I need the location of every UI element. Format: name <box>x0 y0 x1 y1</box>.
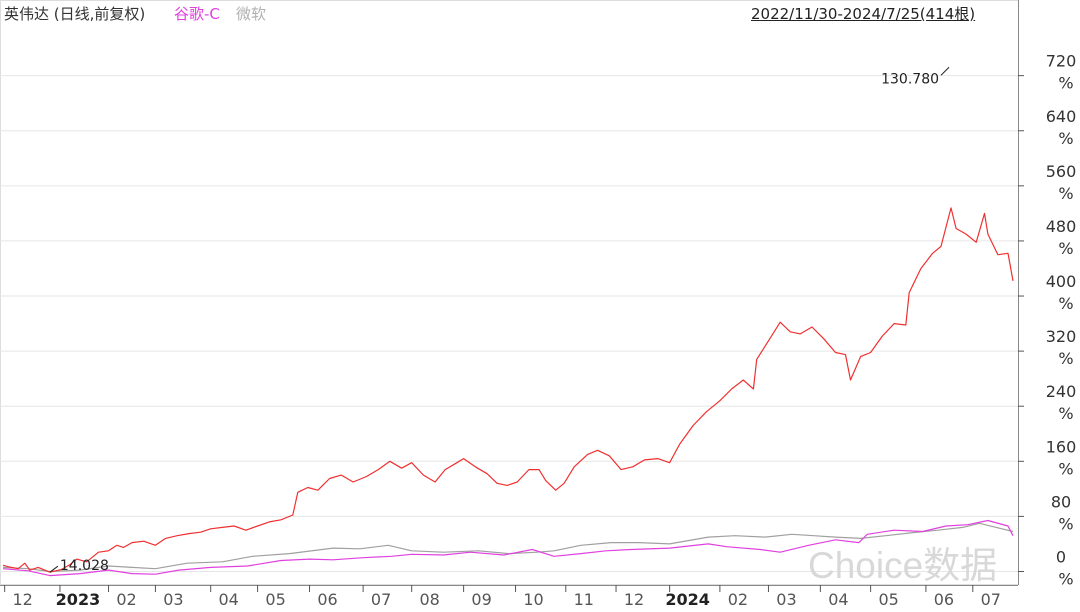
y-tick-label: 160 <box>1046 437 1077 456</box>
y-tick-label: 240 <box>1046 382 1077 401</box>
y-tick-label: 320 <box>1046 327 1077 346</box>
high-annotation-arrow <box>940 66 950 76</box>
x-tick-label: 09 <box>471 590 491 609</box>
high-annotation-label: 130.780 <box>881 71 939 87</box>
y-tick-label: 80 <box>1051 492 1071 511</box>
x-tick-label: 10 <box>523 590 543 609</box>
series-line-msft <box>2 522 1014 573</box>
x-tick-label: 03 <box>776 590 796 609</box>
x-tick-label: 05 <box>878 590 898 609</box>
legend-googl[interactable]: 谷歌-C <box>174 5 220 23</box>
chart-title: 英伟达 (日线,前复权) <box>4 5 146 23</box>
x-tick-label: 04 <box>828 590 848 609</box>
y-tick-unit: % <box>1058 349 1073 368</box>
y-tick-unit: % <box>1058 74 1073 93</box>
low-annotation-arrow <box>49 565 59 573</box>
legend-msft[interactable]: 微软 <box>236 5 267 23</box>
x-tick-label: 08 <box>420 590 440 609</box>
watermark: Choice数据 <box>808 545 997 586</box>
x-tick-label: 05 <box>265 590 285 609</box>
x-tick-label: 07 <box>371 590 391 609</box>
y-tick-unit: % <box>1058 239 1073 258</box>
low-annotation-label: 14.028 <box>60 558 109 574</box>
x-tick-label: 02 <box>728 590 748 609</box>
y-tick-label: 560 <box>1046 162 1077 181</box>
x-tick-label: 07 <box>981 590 1001 609</box>
x-tick-label: 11 <box>574 590 594 609</box>
y-tick-label: 640 <box>1046 107 1077 126</box>
y-tick-unit: % <box>1058 404 1073 423</box>
date-range-link[interactable]: 2022/11/30-2024/7/25(414根) <box>751 5 976 23</box>
y-tick-unit: % <box>1058 294 1073 313</box>
series-line-googl <box>2 519 1014 577</box>
x-tick-label: 06 <box>934 590 954 609</box>
y-tick-unit: % <box>1058 459 1073 478</box>
y-tick-unit: % <box>1058 514 1073 533</box>
x-tick-label: 02 <box>116 590 136 609</box>
x-tick-label: 12 <box>624 590 644 609</box>
x-tick-label: 04 <box>219 590 239 609</box>
y-tick-label: 0 <box>1056 547 1066 566</box>
y-tick-unit: % <box>1058 569 1073 588</box>
x-tick-label: 12 <box>12 590 32 609</box>
y-tick-label: 480 <box>1046 217 1077 236</box>
series-line-nvda <box>2 207 1014 573</box>
x-tick-label: 03 <box>163 590 183 609</box>
y-tick-label: 720 <box>1046 52 1077 71</box>
x-tick-label: 2023 <box>56 590 101 609</box>
x-tick-label: 06 <box>317 590 337 609</box>
y-tick-label: 400 <box>1046 272 1077 291</box>
y-tick-unit: % <box>1058 129 1073 148</box>
x-tick-label: 2024 <box>665 590 710 609</box>
plot-border <box>0 0 1019 585</box>
y-tick-unit: % <box>1058 184 1073 203</box>
